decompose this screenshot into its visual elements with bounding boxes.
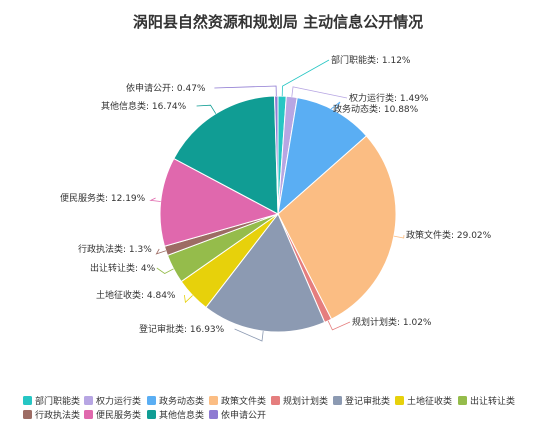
- pie-slice-11[interactable]: [173, 95, 279, 215]
- legend-item-8[interactable]: 出让转让类: [458, 395, 515, 407]
- pie-slices: [159, 95, 397, 333]
- legend-item-2[interactable]: 权力运行类: [84, 395, 141, 407]
- slice-label-4: 政策文件类: 29.02%: [406, 229, 492, 241]
- legend-swatch-9: [23, 410, 32, 419]
- legend-label-6: 登记审批类: [345, 395, 390, 407]
- slice-label-10: 便民服务类: 12.19%: [60, 192, 146, 204]
- legend-swatch-1: [23, 396, 32, 405]
- legend-swatch-10: [84, 410, 93, 419]
- legend-item-6[interactable]: 登记审批类: [333, 395, 390, 407]
- slice-label-3: 政务动态类: 10.88%: [333, 103, 419, 115]
- slice-label-9: 行政执法类: 1.3%: [78, 243, 152, 255]
- leader-line-5: [327, 320, 351, 331]
- legend-label-3: 政务动态类: [159, 395, 204, 407]
- legend-swatch-11: [147, 410, 156, 419]
- legend-label-5: 规划计划类: [283, 395, 328, 407]
- legend-item-9[interactable]: 行政执法类: [23, 409, 80, 421]
- legend-label-1: 部门职能类: [35, 395, 80, 407]
- pie-slice-3[interactable]: [277, 97, 368, 216]
- legend-label-10: 便民服务类: [96, 409, 141, 421]
- legend-label-11: 其他信息类: [159, 409, 204, 421]
- leader-lines: [149, 59, 405, 342]
- slice-label-7: 土地征收类: 4.84%: [96, 289, 176, 301]
- leader-line-1: [281, 59, 330, 97]
- legend-swatch-12: [209, 410, 218, 419]
- leader-line-7: [184, 294, 193, 304]
- slice-label-6: 登记审批类: 16.93%: [139, 323, 225, 335]
- legend-swatch-7: [395, 396, 404, 405]
- slice-label-12: 依申请公开: 0.47%: [126, 82, 206, 94]
- slice-label-2: 权力运行类: 1.49%: [349, 92, 429, 104]
- leader-line-8: [156, 267, 174, 274]
- legend-label-12: 依申请公开: [221, 409, 266, 421]
- legend-swatch-3: [147, 396, 156, 405]
- legend-item-12[interactable]: 依申请公开: [209, 409, 266, 421]
- slice-label-1: 部门职能类: 1.12%: [331, 54, 411, 66]
- legend-swatch-8: [458, 396, 467, 405]
- leader-line-6: [234, 328, 264, 342]
- chart-title: 涡阳县自然资源和规划局 主动信息公开情况: [133, 13, 423, 31]
- legend-swatch-2: [84, 396, 93, 405]
- slice-label-11: 其他信息类: 16.74%: [101, 100, 187, 112]
- leader-line-2: [291, 86, 348, 99]
- slice-labels: 部门职能类: 1.12% 权力运行类: 1.49%政务动态类: 10.88% 政策文…: [60, 54, 492, 335]
- legend-swatch-5: [271, 396, 280, 405]
- legend-item-5[interactable]: 规划计划类: [271, 395, 328, 407]
- leader-line-11: [196, 104, 217, 114]
- legend: 部门职能类 权力运行类 政务动态类 政策文件类 规划计划类 登记审批类 土地征收类 出让转让类…: [23, 395, 515, 421]
- legend-label-8: 出让转让类: [470, 395, 515, 407]
- legend-label-7: 土地征收类: [407, 395, 452, 407]
- leader-line-10: [149, 197, 161, 202]
- legend-item-3[interactable]: 政务动态类: [147, 395, 204, 407]
- legend-swatch-6: [333, 396, 342, 405]
- pie-slice-12[interactable]: [274, 95, 279, 215]
- legend-swatch-4: [209, 396, 218, 405]
- legend-item-11[interactable]: 其他信息类: [147, 409, 204, 421]
- pie-slice-6[interactable]: [205, 213, 326, 333]
- leader-line-3: [330, 101, 341, 111]
- legend-label-2: 权力运行类: [96, 395, 141, 407]
- legend-item-4[interactable]: 政策文件类: [209, 395, 266, 407]
- leader-line-9: [155, 248, 167, 255]
- leader-line-4: [393, 234, 405, 239]
- slice-label-5: 规划计划类: 1.02%: [352, 316, 432, 328]
- legend-item-7[interactable]: 土地征收类: [395, 395, 452, 407]
- slice-label-8: 出让转让类: 4%: [90, 262, 156, 274]
- legend-label-4: 政策文件类: [221, 395, 266, 407]
- legend-item-1[interactable]: 部门职能类: [23, 395, 80, 407]
- legend-item-10[interactable]: 便民服务类: [84, 409, 141, 421]
- leader-line-12: [214, 85, 277, 97]
- legend-label-9: 行政执法类: [35, 409, 80, 421]
